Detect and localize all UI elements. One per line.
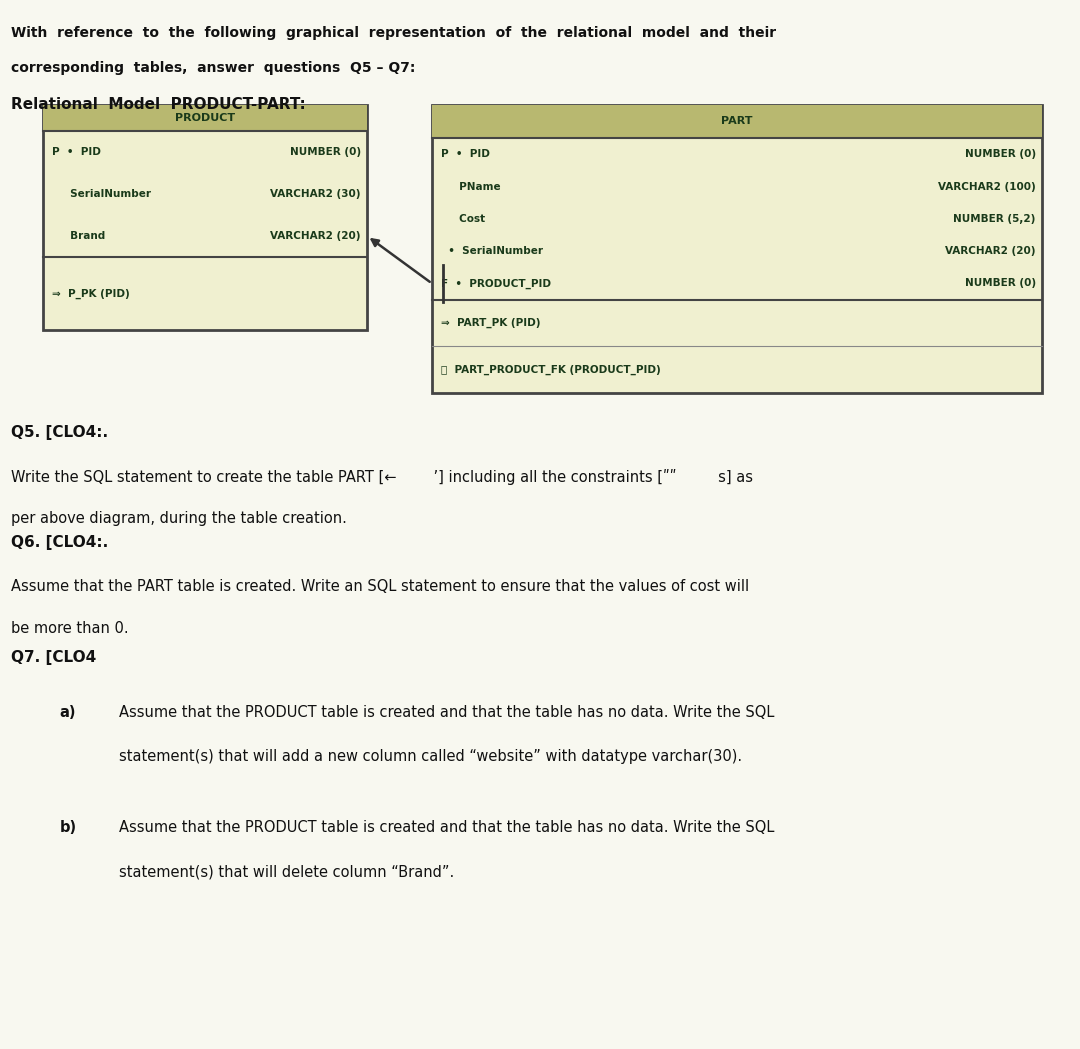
Text: NUMBER (0): NUMBER (0) xyxy=(964,149,1036,159)
Text: With  reference  to  the  following  graphical  representation  of  the  relatio: With reference to the following graphica… xyxy=(11,26,775,40)
Text: P  •  PID: P • PID xyxy=(441,149,489,159)
Text: •  SerialNumber: • SerialNumber xyxy=(441,247,542,256)
Text: NUMBER (0): NUMBER (0) xyxy=(289,147,361,157)
Text: ⇒  PART_PK (PID): ⇒ PART_PK (PID) xyxy=(441,318,540,328)
Text: NUMBER (5,2): NUMBER (5,2) xyxy=(954,214,1036,223)
Text: Assume that the PRODUCT table is created and that the table has no data. Write t: Assume that the PRODUCT table is created… xyxy=(119,705,774,720)
Text: P  •  PID: P • PID xyxy=(52,147,100,157)
Text: be more than 0.: be more than 0. xyxy=(11,621,129,636)
Text: 🔗  PART_PRODUCT_FK (PRODUCT_PID): 🔗 PART_PRODUCT_FK (PRODUCT_PID) xyxy=(441,365,660,376)
Text: Q5. [CLO4:.: Q5. [CLO4:. xyxy=(11,425,108,440)
Text: Write the SQL statement to create the table PART [←        ’] including all the : Write the SQL statement to create the ta… xyxy=(11,469,753,485)
Text: a): a) xyxy=(59,705,76,720)
Text: statement(s) that will add a new column called “website” with datatype varchar(3: statement(s) that will add a new column … xyxy=(119,749,742,764)
Text: corresponding  tables,  answer  questions  Q5 – Q7:: corresponding tables, answer questions Q… xyxy=(11,61,415,74)
Text: VARCHAR2 (20): VARCHAR2 (20) xyxy=(270,231,361,241)
Text: b): b) xyxy=(59,820,77,835)
Text: Relational  Model  PRODUCT-PART:: Relational Model PRODUCT-PART: xyxy=(11,97,306,111)
Text: Cost: Cost xyxy=(441,214,485,223)
Text: PRODUCT: PRODUCT xyxy=(175,113,235,123)
Text: VARCHAR2 (30): VARCHAR2 (30) xyxy=(270,189,361,199)
Text: PART: PART xyxy=(721,116,753,127)
Text: statement(s) that will delete column “Brand”.: statement(s) that will delete column “Br… xyxy=(119,864,454,879)
Text: ⇒  P_PK (PID): ⇒ P_PK (PID) xyxy=(52,288,130,299)
Text: F  •  PRODUCT_PID: F • PRODUCT_PID xyxy=(441,278,551,288)
Text: VARCHAR2 (20): VARCHAR2 (20) xyxy=(945,247,1036,256)
Bar xyxy=(432,105,1042,393)
Text: Assume that the PART table is created. Write an SQL statement to ensure that the: Assume that the PART table is created. W… xyxy=(11,579,748,594)
Text: Brand: Brand xyxy=(52,231,105,241)
Text: per above diagram, during the table creation.: per above diagram, during the table crea… xyxy=(11,511,347,526)
Text: Q7. [CLO4: Q7. [CLO4 xyxy=(11,650,96,665)
Text: SerialNumber: SerialNumber xyxy=(52,189,151,199)
Text: PName: PName xyxy=(441,181,500,192)
Bar xyxy=(43,105,367,330)
Text: Assume that the PRODUCT table is created and that the table has no data. Write t: Assume that the PRODUCT table is created… xyxy=(119,820,774,835)
Text: VARCHAR2 (100): VARCHAR2 (100) xyxy=(937,181,1036,192)
Bar xyxy=(43,105,367,131)
Text: Q6. [CLO4:.: Q6. [CLO4:. xyxy=(11,535,108,550)
Bar xyxy=(432,105,1042,138)
Text: NUMBER (0): NUMBER (0) xyxy=(964,278,1036,288)
